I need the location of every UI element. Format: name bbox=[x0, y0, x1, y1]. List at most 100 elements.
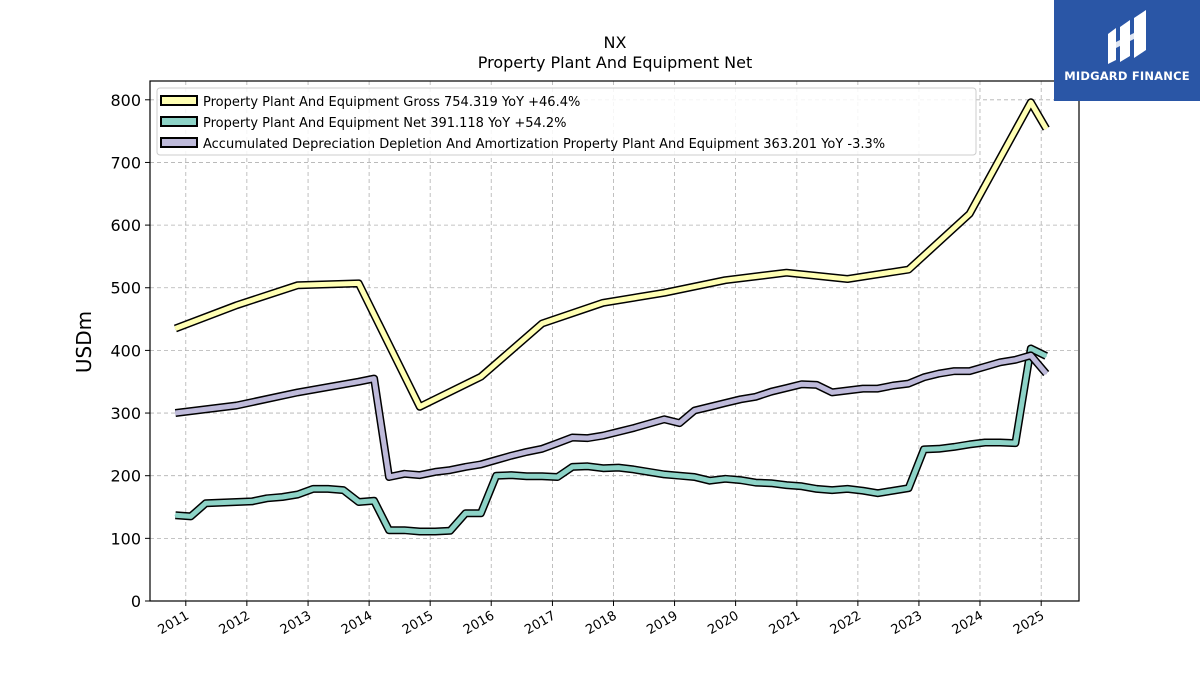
data-point bbox=[907, 487, 910, 490]
data-point bbox=[556, 476, 559, 478]
data-point bbox=[495, 474, 498, 477]
data-point bbox=[480, 463, 482, 466]
data-point bbox=[709, 406, 711, 408]
data-point bbox=[296, 493, 299, 496]
data-point bbox=[281, 496, 284, 498]
data-point bbox=[938, 448, 940, 450]
data-point bbox=[586, 465, 589, 468]
data-point bbox=[480, 512, 482, 515]
data-point bbox=[1014, 442, 1017, 444]
data-point bbox=[541, 322, 543, 325]
chart-subtitle: Property Plant And Equipment Net bbox=[478, 53, 753, 72]
data-point bbox=[617, 431, 620, 433]
data-point bbox=[235, 304, 238, 307]
data-point bbox=[220, 501, 222, 504]
data-point bbox=[862, 387, 864, 390]
data-point bbox=[357, 501, 360, 503]
data-point bbox=[632, 427, 635, 429]
data-point bbox=[999, 441, 1001, 444]
data-point bbox=[617, 466, 620, 469]
data-point bbox=[754, 481, 757, 484]
x-tick-label: 2022 bbox=[828, 608, 864, 638]
x-tick-label: 2025 bbox=[1011, 608, 1047, 638]
series-line bbox=[175, 352, 1049, 480]
x-tick-label: 2024 bbox=[950, 608, 986, 638]
data-point bbox=[541, 475, 543, 478]
y-tick-label: 300 bbox=[110, 404, 141, 423]
data-point bbox=[571, 436, 574, 439]
data-point bbox=[770, 482, 772, 485]
data-point bbox=[678, 422, 681, 424]
data-point bbox=[190, 515, 192, 518]
data-point bbox=[571, 466, 574, 468]
series-line bbox=[175, 346, 1048, 534]
data-point bbox=[403, 473, 406, 475]
data-point bbox=[525, 451, 528, 453]
series-1 bbox=[173, 98, 1050, 411]
series-line bbox=[174, 99, 1049, 410]
data-point bbox=[739, 479, 742, 481]
series-lines bbox=[173, 98, 1050, 536]
x-tick-label: 2020 bbox=[705, 608, 741, 638]
data-point bbox=[1030, 354, 1032, 357]
data-point bbox=[862, 489, 864, 492]
legend-box bbox=[156, 87, 977, 156]
x-tick-label: 2014 bbox=[339, 608, 375, 638]
data-point bbox=[632, 468, 635, 471]
y-tick-label: 100 bbox=[110, 529, 141, 548]
data-point bbox=[754, 396, 757, 398]
data-point bbox=[464, 512, 467, 515]
data-point bbox=[449, 469, 451, 471]
data-point bbox=[770, 390, 772, 393]
legend: Property Plant And Equipment Gross 754.3… bbox=[156, 87, 977, 156]
data-point bbox=[724, 402, 726, 404]
data-point bbox=[1045, 372, 1047, 375]
data-point bbox=[419, 530, 421, 533]
data-point bbox=[510, 474, 513, 476]
brand-logo: MIDGARD FINANCE bbox=[1054, 0, 1200, 101]
data-point bbox=[999, 361, 1001, 364]
y-tick-label: 800 bbox=[110, 91, 141, 110]
data-point bbox=[801, 383, 803, 386]
legend-swatch bbox=[160, 95, 198, 106]
legend-label: Property Plant And Equipment Net 391.118… bbox=[203, 116, 567, 131]
data-point bbox=[984, 365, 986, 368]
data-point bbox=[877, 387, 879, 390]
data-point bbox=[907, 268, 910, 271]
y-tick-label: 600 bbox=[110, 216, 141, 235]
series-2 bbox=[174, 344, 1048, 536]
data-point bbox=[648, 471, 650, 473]
legend-item: Property Plant And Equipment Net 391.118… bbox=[160, 116, 567, 131]
logo-mark-icon bbox=[1108, 10, 1146, 64]
series-line-outline bbox=[174, 351, 1050, 481]
data-point bbox=[510, 454, 513, 457]
data-point bbox=[357, 380, 360, 383]
data-point bbox=[327, 488, 329, 490]
data-point bbox=[831, 489, 833, 491]
data-point bbox=[846, 278, 849, 280]
x-tick-label: 2018 bbox=[583, 608, 619, 638]
data-point bbox=[1045, 127, 1047, 130]
data-point bbox=[419, 406, 421, 408]
data-point bbox=[663, 473, 665, 476]
data-point bbox=[892, 384, 894, 387]
data-point bbox=[923, 376, 925, 379]
logo-text: MIDGARD FINANCE bbox=[1064, 69, 1190, 83]
data-point bbox=[785, 387, 788, 389]
data-point bbox=[266, 497, 268, 500]
data-point bbox=[174, 327, 177, 330]
data-point bbox=[174, 514, 177, 516]
data-point bbox=[953, 370, 955, 372]
data-point bbox=[602, 467, 604, 470]
data-point bbox=[296, 391, 299, 394]
data-point bbox=[342, 489, 345, 491]
x-tick-label: 2021 bbox=[767, 608, 803, 638]
x-tick-label: 2019 bbox=[644, 608, 680, 638]
plot-frame bbox=[149, 80, 1080, 602]
data-point bbox=[907, 382, 910, 385]
y-tick-label: 500 bbox=[110, 279, 141, 298]
data-point bbox=[1030, 101, 1032, 104]
data-point bbox=[678, 474, 681, 477]
data-point bbox=[235, 404, 238, 407]
data-point bbox=[403, 529, 406, 531]
